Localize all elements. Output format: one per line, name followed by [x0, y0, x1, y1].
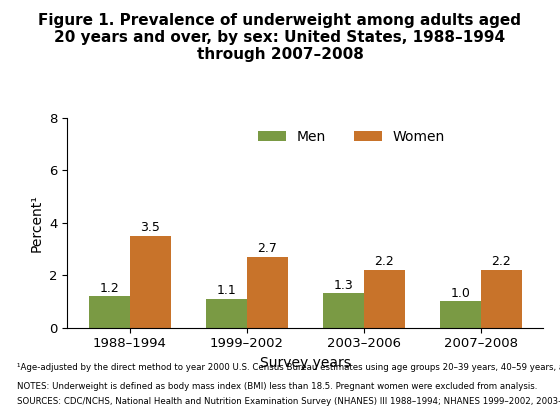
Text: 2.7: 2.7 — [257, 242, 277, 255]
X-axis label: Survey years: Survey years — [260, 356, 351, 370]
Legend: Men, Women: Men, Women — [253, 125, 451, 150]
Text: 2.2: 2.2 — [374, 255, 394, 268]
Text: 1.0: 1.0 — [450, 287, 470, 300]
Text: NOTES: Underweight is defined as body mass index (BMI) less than 18.5. Pregnant : NOTES: Underweight is defined as body ma… — [17, 382, 537, 391]
Bar — [130, 236, 171, 328]
Text: 1.2: 1.2 — [100, 281, 119, 294]
Text: 1.1: 1.1 — [216, 284, 236, 297]
Bar — [247, 257, 288, 328]
Text: 2.2: 2.2 — [491, 255, 511, 268]
Bar — [480, 270, 521, 328]
Text: 3.5: 3.5 — [141, 221, 160, 234]
Bar — [206, 299, 247, 328]
Bar — [323, 294, 363, 328]
Bar — [440, 302, 480, 328]
Text: Figure 1. Prevalence of underweight among adults aged
20 years and over, by sex:: Figure 1. Prevalence of underweight amon… — [39, 13, 521, 63]
Y-axis label: Percent¹: Percent¹ — [30, 194, 44, 252]
Text: 1.3: 1.3 — [333, 279, 353, 292]
Text: SOURCES: CDC/NCHS, National Health and Nutrition Examination Survey (NHANES) III: SOURCES: CDC/NCHS, National Health and N… — [17, 397, 560, 406]
Bar — [89, 296, 130, 328]
Text: ¹Age-adjusted by the direct method to year 2000 U.S. Census Bureau estimates usi: ¹Age-adjusted by the direct method to ye… — [17, 363, 560, 372]
Bar — [363, 270, 405, 328]
